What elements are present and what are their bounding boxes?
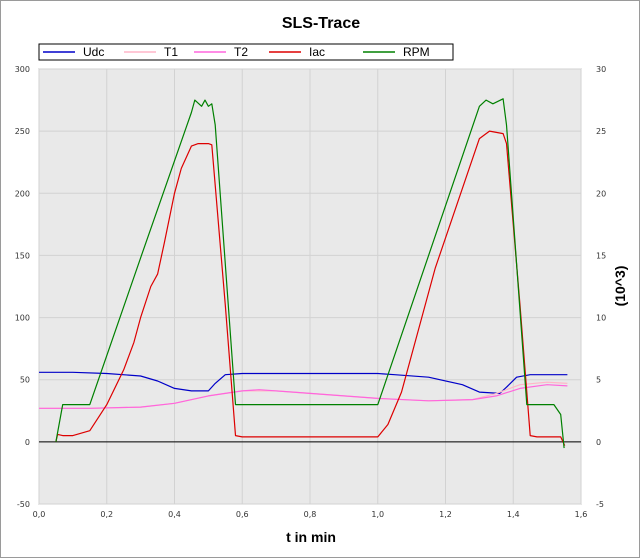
x-tick-label: 1,2 <box>439 510 452 519</box>
y2-tick-label: 15 <box>596 251 606 260</box>
tick-labels: 0,0 0,2 0,4 0,6 0,8 1,0 1,2 1,4 1,6-500501001502… <box>15 65 606 519</box>
y2-tick-label: 0 <box>596 438 601 447</box>
x-tick-label: 0,0 <box>33 510 46 519</box>
x-axis-title: t in min <box>286 529 336 545</box>
y-tick-label: 150 <box>15 251 30 260</box>
legend-label-rpm: RPM <box>403 45 430 59</box>
x-tick-label: 0,2 <box>100 510 113 519</box>
y-tick-label: 50 <box>20 376 30 385</box>
legend: Udc T1 T2 Iac RPM <box>38 43 454 61</box>
y2-tick-label: -5 <box>596 500 604 509</box>
chart-title: SLS-Trace <box>282 15 360 32</box>
series-line-t2 <box>39 384 568 409</box>
y2-tick-label: 10 <box>596 314 606 323</box>
y-tick-label: 200 <box>15 189 30 198</box>
y2-tick-label: 30 <box>596 65 606 74</box>
x-tick-label: 0,8 <box>304 510 317 519</box>
legend-label-iac: Iac <box>309 45 325 59</box>
y2-tick-label: 5 <box>596 376 601 385</box>
y2-tick-label: 25 <box>596 127 606 136</box>
legend-label-udc: Udc <box>83 45 104 59</box>
series-line-udc <box>39 371 568 394</box>
y-tick-label: -50 <box>17 500 30 509</box>
y-tick-label: 250 <box>15 127 30 136</box>
legend-label-t2: T2 <box>234 45 248 59</box>
series-line-iac <box>55 130 566 446</box>
y2-tick-label: 20 <box>596 189 606 198</box>
legend-label-t1: T1 <box>164 45 178 59</box>
y-tick-label: 100 <box>15 314 30 323</box>
x-tick-label: 1,6 <box>575 510 588 519</box>
y-tick-label: 0 <box>25 438 30 447</box>
legend-box <box>38 43 454 61</box>
x-tick-label: 1,4 <box>507 510 520 519</box>
y2-axis-title: (10^3) <box>612 266 628 307</box>
x-tick-label: 1,0 <box>371 510 384 519</box>
series-group <box>39 98 568 449</box>
x-tick-label: 0,6 <box>236 510 249 519</box>
series-line-rpm <box>55 98 565 449</box>
y-tick-label: 300 <box>15 65 30 74</box>
x-tick-label: 0,4 <box>168 510 181 519</box>
